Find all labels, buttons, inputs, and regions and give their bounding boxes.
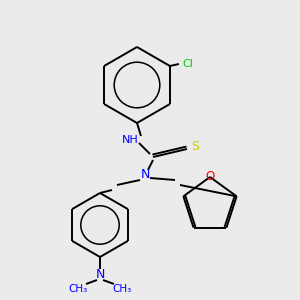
Text: Cl: Cl — [182, 59, 193, 69]
Text: CH₃: CH₃ — [112, 284, 132, 294]
Text: O: O — [206, 170, 214, 184]
Text: N: N — [140, 169, 150, 182]
Text: NH: NH — [122, 135, 138, 145]
Text: S: S — [191, 140, 199, 154]
Text: N: N — [95, 268, 105, 281]
Text: CH₃: CH₃ — [68, 284, 88, 294]
